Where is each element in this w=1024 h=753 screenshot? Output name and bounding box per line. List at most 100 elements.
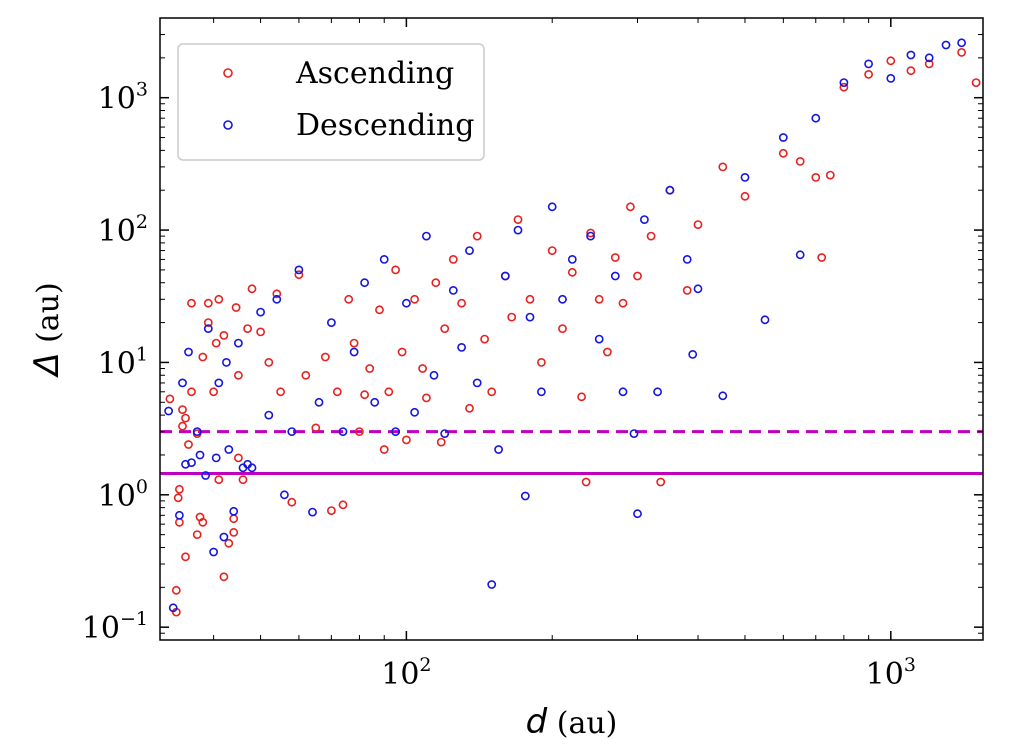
legend-label-descending: Descending — [296, 108, 474, 143]
data-point — [431, 278, 441, 288]
data-point — [906, 66, 916, 76]
data-point — [410, 294, 419, 304]
axis-ticks: 102 103 10−1 100 101 102 103 — [82, 17, 983, 692]
data-point — [181, 459, 190, 469]
data-point — [301, 370, 311, 380]
data-point — [665, 185, 675, 195]
data-point — [440, 429, 450, 438]
data-point — [487, 387, 497, 397]
data-point — [410, 407, 419, 417]
data-point — [507, 312, 517, 322]
svg-text:101: 101 — [98, 343, 148, 381]
data-point — [314, 397, 324, 407]
data-point — [379, 445, 389, 454]
data-point — [778, 148, 788, 158]
data-point — [448, 285, 458, 295]
data-point — [558, 324, 567, 333]
data-point — [688, 349, 698, 359]
data-point — [472, 231, 482, 241]
data-point — [633, 271, 642, 281]
svg-text:102: 102 — [98, 211, 148, 249]
data-point — [219, 572, 229, 582]
data-point — [401, 435, 411, 445]
data-point — [547, 202, 557, 212]
data-point — [209, 547, 218, 557]
data-point — [221, 357, 231, 367]
data-point — [633, 509, 642, 519]
data-point — [465, 403, 474, 413]
data-point — [384, 387, 394, 397]
data-point — [397, 347, 407, 357]
axis-labels: d (au) Δ (au) — [27, 282, 617, 742]
data-point — [354, 427, 364, 436]
data-point — [448, 254, 458, 264]
data-point — [311, 423, 321, 433]
data-point — [187, 298, 196, 308]
svg-text:102: 102 — [381, 654, 431, 692]
series-descending — [164, 38, 966, 613]
data-point — [817, 253, 827, 262]
data-point — [229, 528, 239, 537]
data-point — [487, 580, 497, 589]
data-point — [465, 246, 474, 255]
data-point — [211, 453, 221, 463]
data-point — [184, 440, 193, 449]
data-point — [581, 477, 591, 487]
data-point — [379, 254, 389, 264]
data-point — [421, 393, 431, 403]
data-point — [233, 370, 243, 380]
data-point — [370, 397, 380, 407]
data-point — [365, 364, 375, 373]
y-tick-label: 101 — [98, 343, 148, 381]
data-point — [941, 40, 951, 50]
legend: Ascending Descending — [177, 43, 485, 161]
data-point — [224, 538, 234, 548]
svg-text:103: 103 — [866, 654, 916, 692]
data-point — [247, 463, 257, 473]
data-point — [646, 231, 656, 241]
data-point — [924, 59, 934, 69]
data-point — [178, 405, 187, 414]
y-axis-label: Δ (au) — [27, 282, 67, 378]
data-point — [457, 342, 466, 352]
data-point — [594, 334, 604, 344]
data-point — [349, 338, 359, 348]
data-point — [209, 387, 218, 397]
data-point — [537, 357, 546, 367]
data-point — [839, 78, 849, 87]
data-point — [174, 517, 184, 527]
data-point — [513, 225, 523, 235]
y-tick-label: 102 — [98, 211, 148, 249]
svg-text:10−1: 10−1 — [82, 608, 148, 646]
data-point — [214, 378, 224, 388]
data-point — [547, 246, 557, 255]
data-point — [214, 475, 224, 485]
data-point — [795, 156, 805, 166]
data-point — [344, 294, 354, 304]
data-point — [864, 59, 873, 69]
data-point — [440, 324, 450, 333]
data-point — [229, 514, 239, 524]
data-point — [537, 387, 546, 397]
data-point — [864, 70, 873, 79]
data-point — [338, 427, 348, 436]
data-point — [567, 254, 577, 264]
data-point — [811, 172, 821, 182]
series-ascending — [165, 48, 981, 617]
data-point — [294, 270, 304, 280]
data-point — [219, 532, 229, 542]
data-point — [421, 231, 431, 241]
data-point — [326, 318, 336, 327]
data-point — [525, 312, 535, 322]
svg-text:100: 100 — [98, 476, 148, 514]
data-point — [391, 265, 400, 275]
data-point — [429, 370, 439, 380]
y-tick-label: 100 — [98, 476, 148, 514]
data-point — [173, 493, 183, 503]
x-tick-label: 102 — [381, 654, 431, 692]
data-point — [825, 170, 835, 180]
data-point — [718, 162, 728, 172]
data-point — [472, 378, 482, 388]
data-point — [211, 338, 221, 348]
data-point — [338, 500, 348, 510]
